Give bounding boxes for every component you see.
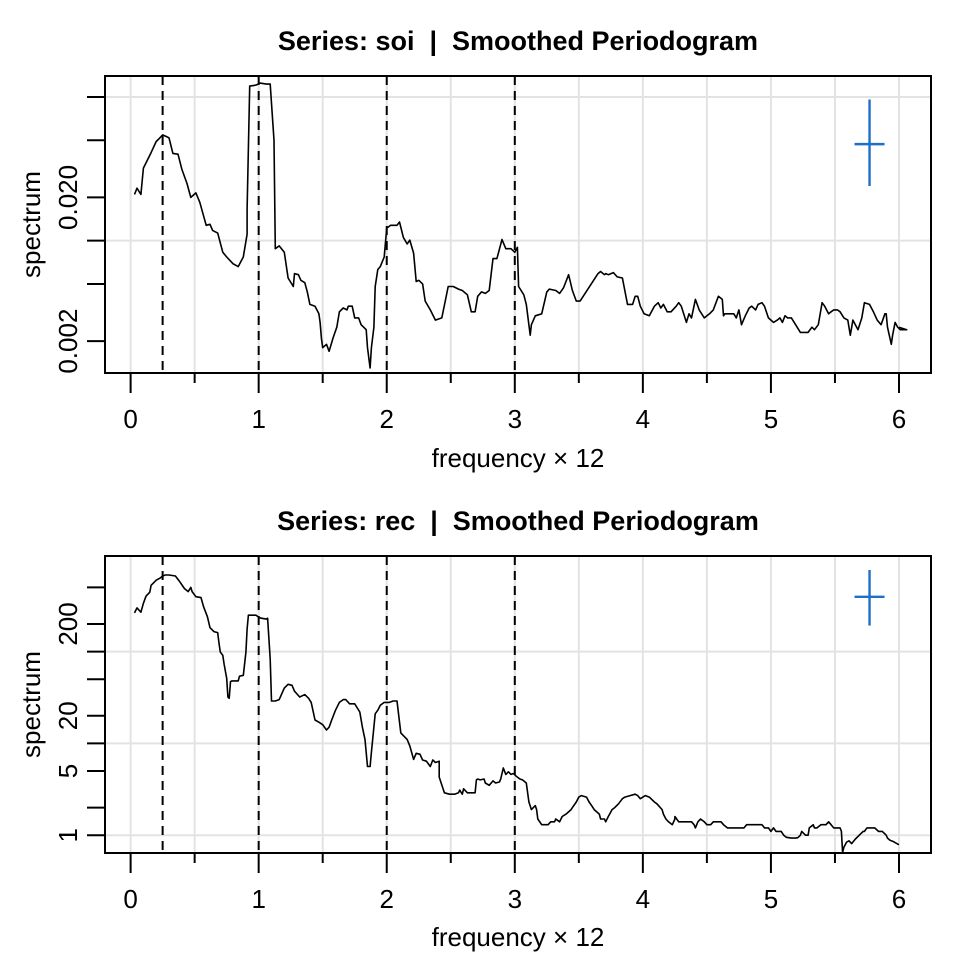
x-tick-label: 6 bbox=[892, 884, 906, 914]
x-tick-label: 4 bbox=[636, 404, 650, 434]
series-line-soi bbox=[133, 82, 908, 369]
chart-title: Series: rec | Smoothed Periodogram bbox=[277, 506, 759, 536]
x-tick-label: 0 bbox=[123, 404, 137, 434]
x-tick-label: 5 bbox=[764, 884, 778, 914]
x-tick-label: 1 bbox=[251, 404, 265, 434]
y-tick-label: 200 bbox=[53, 602, 83, 645]
x-tick-label: 0 bbox=[123, 884, 137, 914]
x-tick-label: 2 bbox=[380, 884, 394, 914]
x-axis-label: frequency × 12 bbox=[432, 922, 605, 952]
x-tick-label: 1 bbox=[251, 884, 265, 914]
x-axis-label: frequency × 12 bbox=[432, 443, 605, 473]
x-tick-label: 3 bbox=[508, 404, 522, 434]
y-tick-label: 0.002 bbox=[53, 309, 83, 374]
x-tick-label: 2 bbox=[380, 404, 394, 434]
y-tick-label: 5 bbox=[53, 764, 83, 778]
chart-title: Series: soi | Smoothed Periodogram bbox=[278, 26, 758, 56]
y-tick-label: 20 bbox=[53, 701, 83, 730]
x-tick-label: 3 bbox=[508, 884, 522, 914]
series-line-rec bbox=[133, 574, 900, 854]
plot-frame bbox=[104, 555, 932, 854]
y-axis-label: spectrum bbox=[16, 651, 46, 758]
x-tick-label: 5 bbox=[764, 404, 778, 434]
chart-panel-1: 0 1 2 3 4 5 6 0.002 0.020 Series: soi | Smoothed … bbox=[16, 26, 932, 473]
y-axis-label: spectrum bbox=[16, 171, 46, 278]
plot-frame bbox=[104, 75, 932, 374]
chart-panel-2: 0 1 2 3 4 5 6 1 5 20 200 Series: rec | Smoothed Per… bbox=[16, 506, 932, 952]
x-tick-label: 6 bbox=[892, 404, 906, 434]
y-tick-label: 0.020 bbox=[53, 165, 83, 230]
x-tick-label: 4 bbox=[636, 884, 650, 914]
y-tick-label: 1 bbox=[53, 828, 83, 842]
